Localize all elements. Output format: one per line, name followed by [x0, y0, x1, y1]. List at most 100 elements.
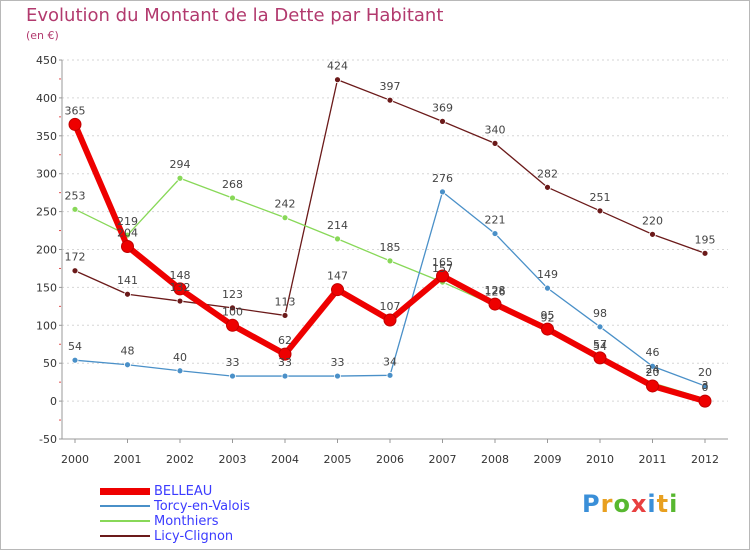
data-label: 128 — [485, 284, 506, 297]
data-point — [71, 267, 79, 275]
x-tick-label: 2006 — [376, 453, 404, 466]
data-label: 220 — [642, 214, 663, 227]
data-point — [386, 96, 394, 104]
data-label: 48 — [121, 345, 135, 358]
data-label: 149 — [537, 268, 558, 281]
data-point — [488, 297, 502, 311]
data-point — [229, 372, 236, 380]
chart-unit-label: (en €) — [26, 29, 59, 42]
data-point — [386, 257, 394, 265]
data-point — [436, 269, 449, 283]
data-point — [334, 235, 341, 243]
data-point — [331, 283, 344, 297]
data-point — [281, 372, 289, 380]
data-label: 172 — [65, 251, 86, 264]
series-layer — [68, 76, 712, 408]
legend-swatch — [100, 520, 150, 522]
data-label: 365 — [65, 104, 86, 117]
data-label: 92 — [541, 311, 555, 324]
data-point — [281, 312, 289, 319]
legend-item: Licy-Clignon — [100, 529, 400, 544]
x-tick-label: 2001 — [114, 453, 142, 466]
proxiti-logo: Proxiti — [582, 490, 678, 518]
legend-label: Monthiers — [154, 514, 219, 529]
y-tick-label: 400 — [36, 92, 57, 105]
data-point — [544, 284, 551, 292]
x-tick-label: 2009 — [534, 453, 562, 466]
data-label: 107 — [380, 300, 401, 313]
data-label: 204 — [117, 226, 138, 239]
data-label: 242 — [275, 198, 296, 211]
data-label: 126 — [485, 286, 506, 299]
logo-letter: r — [600, 490, 614, 518]
data-point — [544, 183, 551, 191]
x-tick-label: 2005 — [324, 453, 352, 466]
data-label: 62 — [278, 334, 292, 347]
y-tick-label: 100 — [36, 319, 57, 332]
data-point — [649, 362, 656, 370]
data-point — [439, 117, 446, 125]
data-label: 214 — [327, 219, 348, 232]
data-label: 3 — [702, 379, 709, 392]
data-label: 147 — [327, 270, 348, 283]
legend-label: Licy-Clignon — [154, 529, 234, 544]
data-label: 0 — [702, 381, 709, 394]
data-label: 24 — [646, 363, 660, 376]
data-label: 54 — [68, 340, 82, 353]
logo-letter: i — [669, 490, 679, 518]
data-point — [71, 356, 79, 364]
data-label: 219 — [117, 215, 138, 228]
logo-letter: t — [656, 490, 670, 518]
legend-label: BELLEAU — [154, 484, 213, 499]
logo-letter: P — [582, 490, 601, 518]
data-point — [124, 290, 131, 298]
legend-item: Monthiers — [100, 514, 400, 529]
data-label: 98 — [593, 307, 607, 320]
data-point — [491, 139, 499, 147]
data-point — [701, 249, 709, 257]
data-label: 369 — [432, 101, 453, 114]
data-label: 20 — [698, 366, 712, 379]
data-label: 100 — [222, 305, 243, 318]
data-label: 57 — [593, 338, 607, 351]
data-point — [698, 394, 712, 408]
chart-title: Evolution du Montant de la Dette par Hab… — [26, 5, 444, 26]
data-label: 165 — [432, 256, 453, 269]
data-label: 123 — [222, 288, 243, 301]
y-tick-label: 300 — [36, 168, 57, 181]
legend-swatch — [100, 488, 150, 495]
data-point — [121, 239, 134, 253]
data-point — [229, 194, 236, 202]
legend-swatch — [100, 505, 150, 507]
x-tick-label: 2007 — [429, 453, 457, 466]
data-point — [176, 297, 184, 305]
data-point — [596, 207, 604, 215]
data-label: 157 — [432, 262, 453, 275]
y-tick-label: -50 — [39, 433, 57, 446]
data-label: 148 — [170, 269, 191, 282]
data-label: 294 — [170, 158, 191, 171]
data-point — [71, 205, 79, 213]
data-label: 221 — [485, 214, 506, 227]
data-label: 195 — [695, 233, 716, 246]
y-tick-label: 250 — [36, 206, 57, 219]
x-tick-label: 2012 — [691, 453, 719, 466]
data-label: 424 — [327, 60, 348, 73]
data-label: 276 — [432, 172, 453, 185]
y-tick-label: 350 — [36, 130, 57, 143]
data-point — [278, 347, 292, 361]
data-point — [491, 230, 499, 237]
y-tick-label: 200 — [36, 244, 57, 257]
data-point — [226, 318, 239, 332]
legend-item: Torcy-en-Valois — [100, 499, 400, 514]
data-label: 33 — [331, 356, 345, 369]
logo-letter: x — [630, 490, 648, 518]
logo-letter: o — [613, 490, 631, 518]
legend-label: Torcy-en-Valois — [154, 499, 251, 514]
data-label: 185 — [380, 241, 401, 254]
y-tick-label: 0 — [50, 395, 57, 408]
x-tick-label: 2010 — [586, 453, 614, 466]
logo-letter: i — [647, 490, 657, 518]
